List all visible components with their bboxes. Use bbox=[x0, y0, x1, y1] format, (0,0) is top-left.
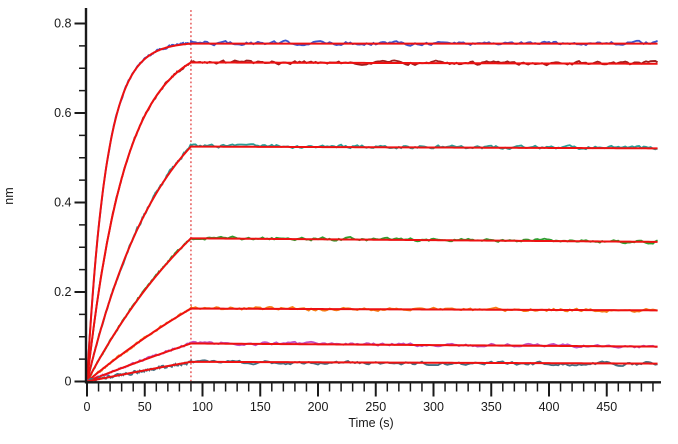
fit-curve-trace-6 bbox=[86, 342, 658, 383]
y-tick-label: 0.2 bbox=[54, 285, 71, 299]
x-tick-label: 150 bbox=[250, 400, 271, 414]
fit-curve-trace-3 bbox=[86, 145, 658, 382]
x-tick-label: 100 bbox=[192, 400, 213, 414]
fit-curve-trace-1 bbox=[86, 42, 658, 382]
fit-curve-trace-4 bbox=[86, 237, 658, 382]
y-axis-title: nm bbox=[2, 187, 16, 204]
data-trace-trace-2 bbox=[86, 58, 659, 381]
y-tick-label: 0.8 bbox=[54, 17, 71, 31]
x-tick-label: 250 bbox=[365, 400, 386, 414]
y-tick-label: 0 bbox=[65, 375, 72, 389]
x-tick-label: 400 bbox=[539, 400, 560, 414]
x-tick-label: 350 bbox=[481, 400, 502, 414]
x-tick-label: 50 bbox=[138, 400, 152, 414]
x-tick-label: 300 bbox=[423, 400, 444, 414]
x-tick-label: 200 bbox=[308, 400, 329, 414]
fit-curve-trace-7 bbox=[86, 360, 658, 383]
x-axis-title: Time (s) bbox=[348, 416, 393, 430]
fit-curve-trace-5 bbox=[86, 307, 658, 383]
y-tick-label: 0.4 bbox=[54, 196, 71, 210]
plot-area: 0 50 100 150 200 250 300 350 400 450 0 0.2 0.4 0.6 0.8 bbox=[54, 8, 661, 414]
x-tick-label: 450 bbox=[596, 400, 617, 414]
data-trace-trace-1 bbox=[86, 39, 658, 382]
data-trace-trace-6 bbox=[86, 340, 658, 382]
x-tick-label: 0 bbox=[84, 400, 91, 414]
fit-curve-trace-2 bbox=[86, 61, 658, 382]
y-tick-label: 0.6 bbox=[54, 106, 71, 120]
